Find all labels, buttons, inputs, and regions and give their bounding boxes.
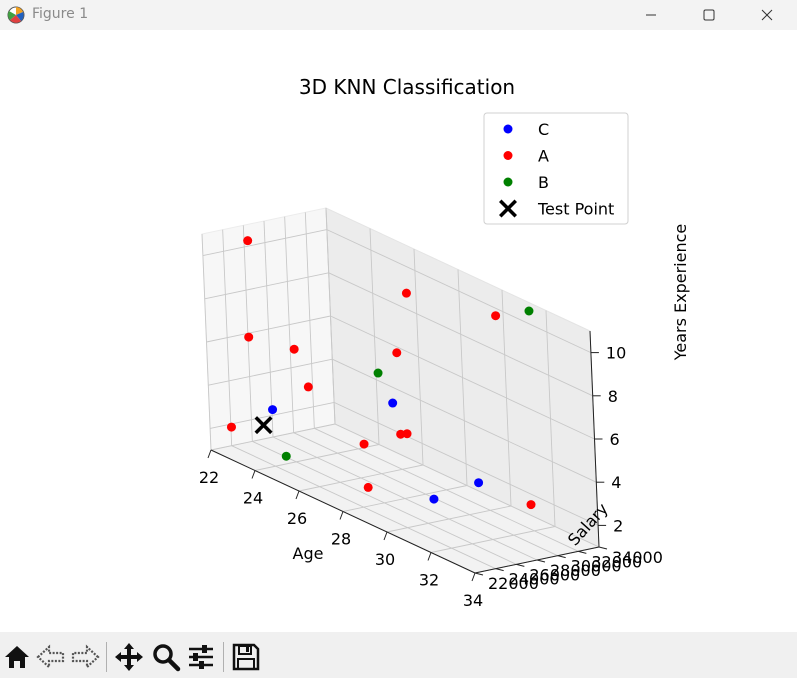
legend-marker <box>504 178 513 187</box>
configure-subplots-button[interactable] <box>186 642 216 672</box>
sliders-icon <box>186 642 216 672</box>
pan-button[interactable] <box>114 642 144 672</box>
point-c <box>429 495 438 504</box>
point-a <box>360 440 369 449</box>
toolbar-separator <box>106 642 107 672</box>
save-button[interactable] <box>231 642 261 672</box>
z-tick-label: 2 <box>613 516 623 535</box>
x-tick-mark <box>252 471 255 479</box>
scatter-3d-chart: 3D KNN Classification 222426283032342200… <box>0 30 797 632</box>
point-a <box>402 289 411 298</box>
x-tick-mark <box>208 450 211 458</box>
zoom-button[interactable] <box>151 642 181 672</box>
y-tick-label: 34000 <box>612 548 663 567</box>
legend-marker <box>504 125 513 134</box>
floppy-disk-icon <box>231 642 261 672</box>
point-a <box>243 236 252 245</box>
maximize-button[interactable] <box>680 0 738 30</box>
home-button[interactable] <box>2 642 32 672</box>
z-axis-label: Years Experience <box>671 224 690 362</box>
point-a <box>364 483 373 492</box>
x-tick-mark <box>384 532 387 540</box>
x-tick-label: 28 <box>331 530 351 549</box>
home-icon <box>2 642 32 672</box>
y-tick-mark <box>558 556 566 558</box>
z-tick-label: 8 <box>608 387 618 406</box>
legend: CAB Test Point <box>484 113 628 224</box>
matplotlib-icon <box>6 5 26 25</box>
point-c <box>388 399 397 408</box>
x-tick-mark <box>296 491 299 499</box>
legend-label: Test Point <box>537 200 614 219</box>
x-tick-label: 34 <box>463 591 483 610</box>
z-tick-label: 10 <box>606 344 626 363</box>
point-b <box>524 306 533 315</box>
close-button[interactable] <box>738 0 796 30</box>
toolbar-separator <box>223 642 224 672</box>
z-tick-label: 6 <box>610 430 620 449</box>
forward-button[interactable] <box>70 642 100 672</box>
legend-label: C <box>538 120 549 139</box>
point-b <box>282 452 291 461</box>
x-tick-label: 26 <box>287 509 307 528</box>
point-a <box>290 345 299 354</box>
point-a <box>244 333 253 342</box>
minimize-button[interactable] <box>622 0 680 30</box>
navigation-toolbar <box>0 632 797 678</box>
magnifier-icon <box>151 642 181 672</box>
point-c <box>474 478 483 487</box>
legend-label: B <box>538 173 549 192</box>
chart-title: 3D KNN Classification <box>299 75 515 99</box>
x-tick-mark <box>428 553 431 561</box>
x-tick-label: 24 <box>243 489 263 508</box>
y-tick-mark <box>537 560 545 562</box>
point-a <box>396 430 405 439</box>
figure-canvas[interactable]: 3D KNN Classification 22 24 26 28 30 32 34 2200… <box>0 30 797 632</box>
minimize-icon <box>644 8 658 22</box>
y-tick-mark <box>599 547 607 549</box>
x-tick-label: 22 <box>199 468 219 487</box>
y-tick-mark <box>578 551 586 553</box>
y-tick-mark <box>516 564 524 566</box>
point-b <box>374 369 383 378</box>
point-a <box>491 311 500 320</box>
x-tick-label: 30 <box>375 550 395 569</box>
x-tick-mark <box>340 512 343 520</box>
x-tick-mark <box>472 573 475 581</box>
legend-label: A <box>538 147 549 166</box>
z-tick-label: 4 <box>611 473 621 492</box>
point-a <box>304 382 313 391</box>
x-axis-label: Age <box>293 544 324 563</box>
back-button[interactable] <box>36 642 66 672</box>
move-icon <box>114 642 144 672</box>
y-tick-mark <box>475 573 483 575</box>
window-title: Figure 1 <box>32 6 88 22</box>
point-c <box>268 405 277 414</box>
close-icon <box>760 8 774 22</box>
point-a <box>392 348 401 357</box>
point-a <box>227 423 236 432</box>
legend-marker <box>504 151 513 160</box>
y-tick-mark <box>496 569 504 571</box>
x-tick-label: 32 <box>419 571 439 590</box>
point-a <box>527 500 536 509</box>
forward-arrow-icon <box>70 642 100 672</box>
back-arrow-icon <box>36 642 66 672</box>
window-titlebar: Figure 1 <box>0 0 797 30</box>
maximize-icon <box>702 8 716 22</box>
